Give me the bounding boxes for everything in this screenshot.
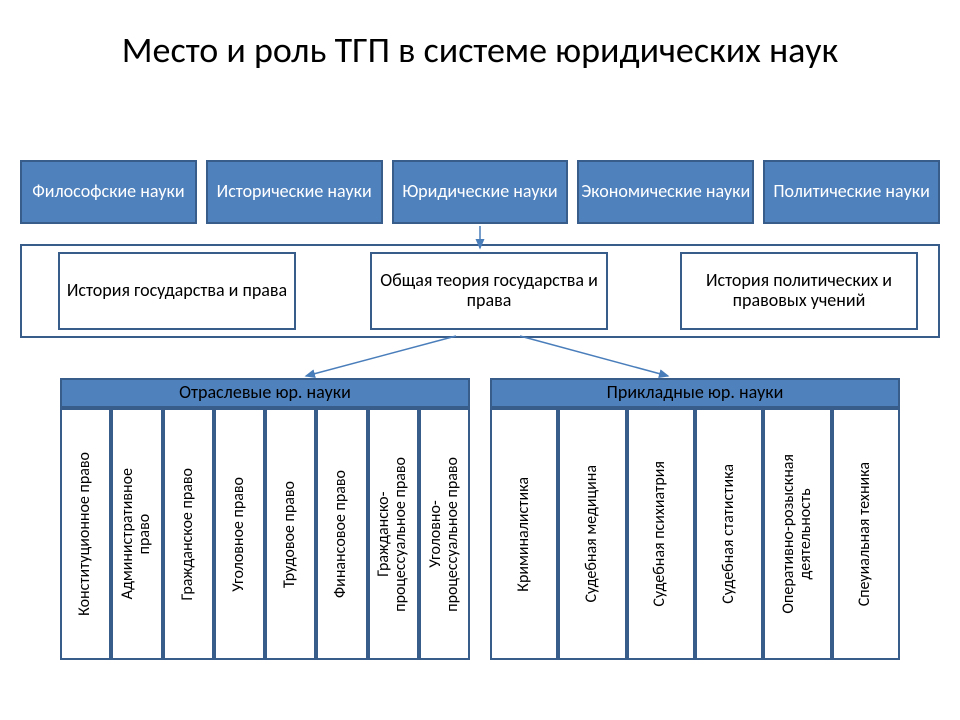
row3-column: Финансовое право [316,408,367,660]
row3-column: Криминалистика [490,408,558,660]
row3-column-label: Финансовое право [333,470,350,598]
row2-box: История политических и правовых учений [680,252,918,330]
row3-column-label: Конституционное право [77,452,94,616]
row3-column: Административное право [111,408,162,660]
row3-column-label: Спеуиальная техника [857,462,874,606]
row1-box: Юридические науки [392,160,569,224]
row3-column: Спеуиальная техника [832,408,900,660]
row3-column-label: Административное право [120,468,154,599]
arrow-line [520,336,668,376]
row3-column-label: Уголовное право [231,477,248,592]
slide: Место и роль ТГП в системе юридических н… [0,0,960,720]
arrow-line [306,336,456,376]
row3-column: Конституционное право [60,408,111,660]
row3-column-label: Оперативно-розыскная деятельность [781,454,815,614]
row3-column: Судебная статистика [695,408,763,660]
row3-column: Судебная медицина [558,408,626,660]
row3-column: Судебная психиатрия [627,408,695,660]
row3-column: Уголовное право [214,408,265,660]
row3-column-label: Судебная статистика [721,464,738,604]
row3-column-label: Трудовое право [282,481,299,588]
row2-box: Общая теория государства и права [370,252,608,330]
row3-column: Гражданское право [163,408,214,660]
row3-column-label: Гражданско- процессуальное право [376,457,410,612]
row3-column: Гражданско- процессуальное право [368,408,419,660]
row3-column: Оперативно-розыскная деятельность [763,408,831,660]
row3-column-label: Криминалистика [516,477,533,592]
row1-box: Политические науки [763,160,940,224]
slide-title: Место и роль ТГП в системе юридических н… [0,30,960,71]
row3-header: Отраслевые юр. науки [60,378,470,408]
row3-column-label: Судебная медицина [584,465,601,603]
row1-box: Исторические науки [206,160,383,224]
row2-box: История государства и права [58,252,296,330]
row3-column-label: Судебная психиатрия [652,461,669,607]
row3-column-label: Уголовно- процессуальное право [428,457,462,612]
row1-box: Философские науки [20,160,197,224]
row3-header: Прикладные юр. науки [490,378,900,408]
row3-column: Уголовно- процессуальное право [419,408,470,660]
row1-box: Экономические науки [577,160,754,224]
row3-column-label: Гражданское право [180,468,197,600]
row3-column: Трудовое право [265,408,316,660]
